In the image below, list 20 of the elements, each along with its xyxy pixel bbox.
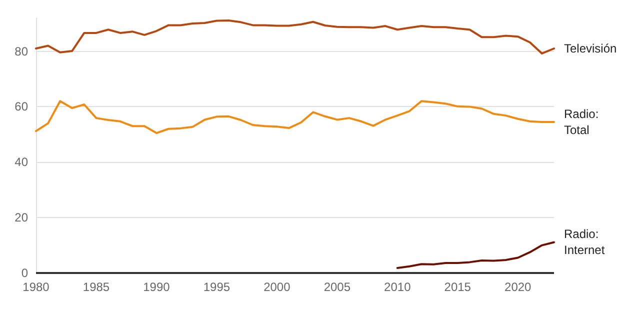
x-tick-label: 2015 <box>444 280 472 294</box>
x-tick-label: 1995 <box>203 280 230 294</box>
x-tick-label: 2005 <box>324 280 351 294</box>
x-tick-label: 1985 <box>82 280 110 294</box>
line-series <box>396 241 555 270</box>
x-tick-label: 2000 <box>264 280 291 294</box>
y-tick-label: 0 <box>21 266 28 280</box>
series-label: Radio: Total <box>564 106 602 137</box>
y-tick-label: 60 <box>14 100 28 114</box>
series-label: Radio: Internet <box>564 227 606 258</box>
x-tick-label: 1980 <box>22 280 50 294</box>
line-series <box>35 100 555 134</box>
x-tick-label: 2020 <box>504 280 532 294</box>
x-tick-label: 2010 <box>384 280 412 294</box>
y-tick-label: 20 <box>14 210 28 225</box>
x-tick-label: 1990 <box>143 280 170 294</box>
y-tick-label: 80 <box>14 44 28 58</box>
series-label: Televisión <box>564 41 617 56</box>
y-tick-label: 40 <box>14 155 28 170</box>
line-series <box>35 19 555 54</box>
